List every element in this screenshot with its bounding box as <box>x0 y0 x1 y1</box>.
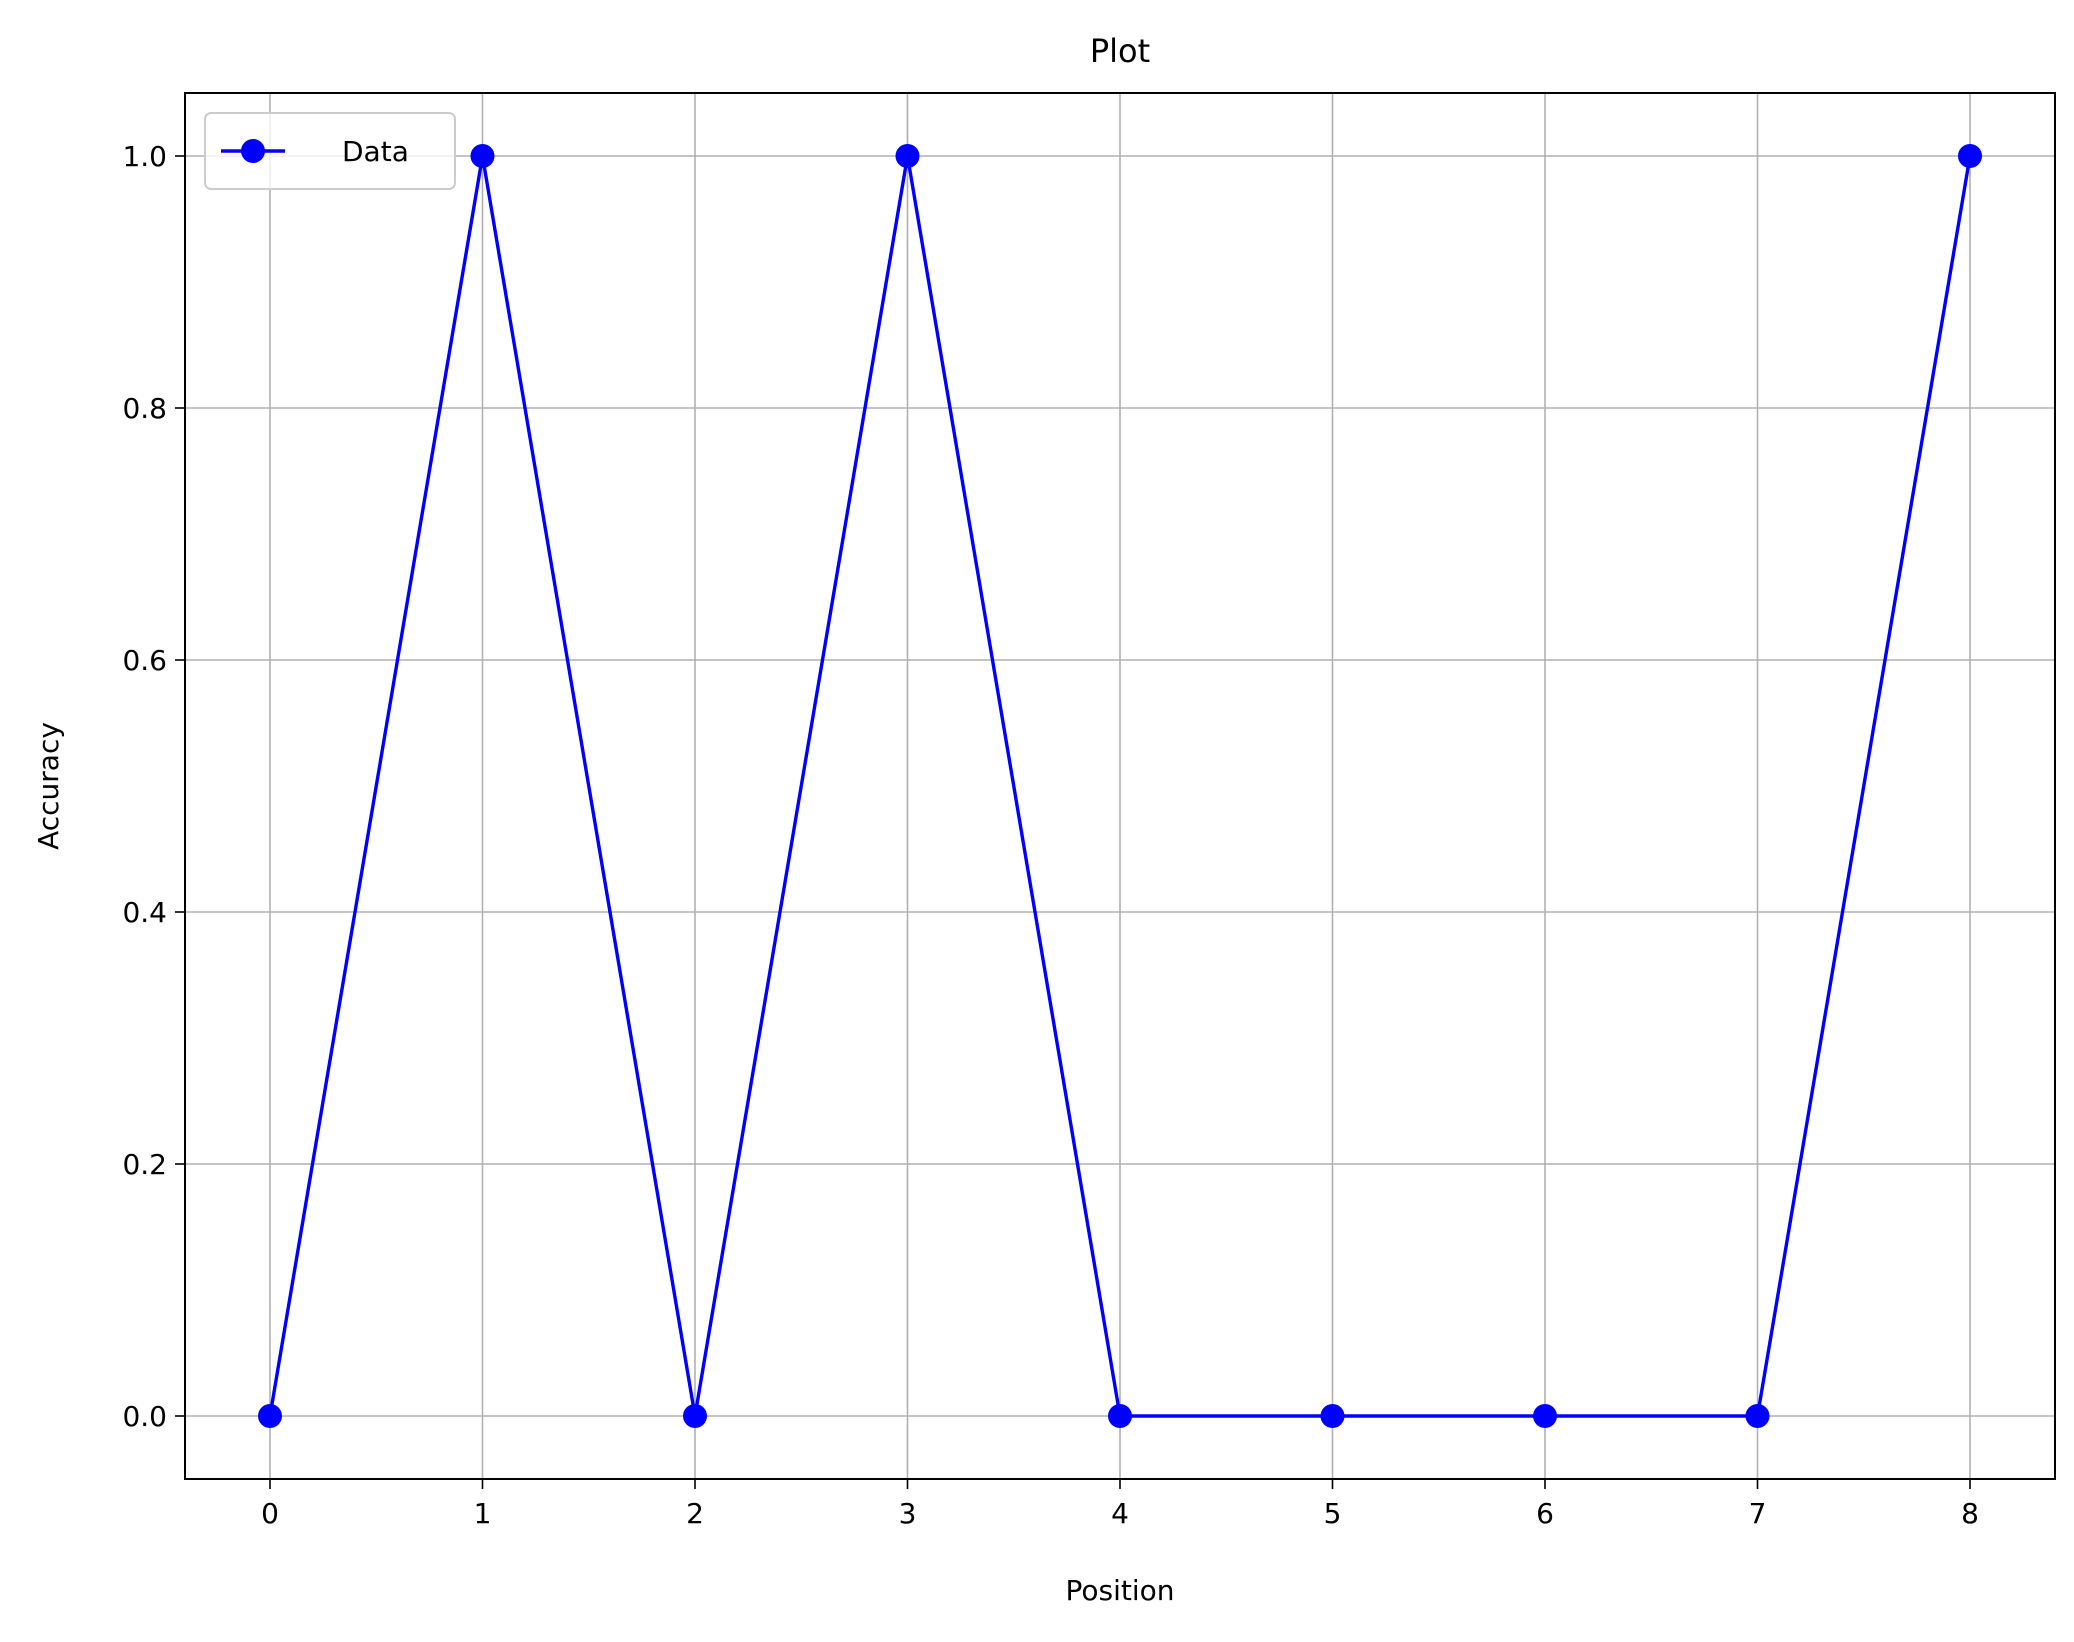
x-tick-label: 8 <box>1961 1497 1979 1530</box>
data-point <box>1745 1404 1770 1428</box>
x-tick-label: 2 <box>686 1497 704 1530</box>
x-tick-label: 6 <box>1536 1497 1554 1530</box>
y-tick-label: 0.4 <box>122 896 167 929</box>
data-point <box>1958 144 1982 168</box>
x-tick-label: 4 <box>1111 1497 1129 1530</box>
x-tick-label: 5 <box>1324 1497 1342 1530</box>
x-tick-label: 0 <box>261 1497 279 1530</box>
legend-label: Data <box>342 135 409 168</box>
data-point <box>1108 1404 1132 1428</box>
data-point <box>258 1404 282 1428</box>
data-point <box>1533 1404 1557 1428</box>
legend-box <box>204 112 456 190</box>
chart-title: Plot <box>1090 32 1150 70</box>
legend: Data <box>204 112 456 190</box>
y-axis-label: Accuracy <box>32 722 65 850</box>
data-point <box>683 1404 707 1428</box>
legend-marker-swatch <box>241 139 265 163</box>
series-layer <box>258 144 1982 1428</box>
data-point <box>1320 1404 1345 1428</box>
y-tick-label: 0.0 <box>122 1400 167 1433</box>
y-tick-label: 0.2 <box>122 1148 167 1181</box>
axis-ticks: 0 1 2 3 4 5 6 7 8 0.0 0.2 0.4 0.6 0.8 1.0 <box>122 140 1978 1530</box>
data-point <box>895 144 920 168</box>
y-tick-label: 0.8 <box>122 392 167 425</box>
x-tick-label: 7 <box>1749 1497 1767 1530</box>
x-tick-label: 1 <box>474 1497 492 1530</box>
x-tick-label: 3 <box>899 1497 917 1530</box>
data-point <box>470 144 495 168</box>
y-tick-label: 0.6 <box>122 644 167 677</box>
x-axis-label: Position <box>1065 1574 1174 1607</box>
y-tick-label: 1.0 <box>122 140 167 173</box>
